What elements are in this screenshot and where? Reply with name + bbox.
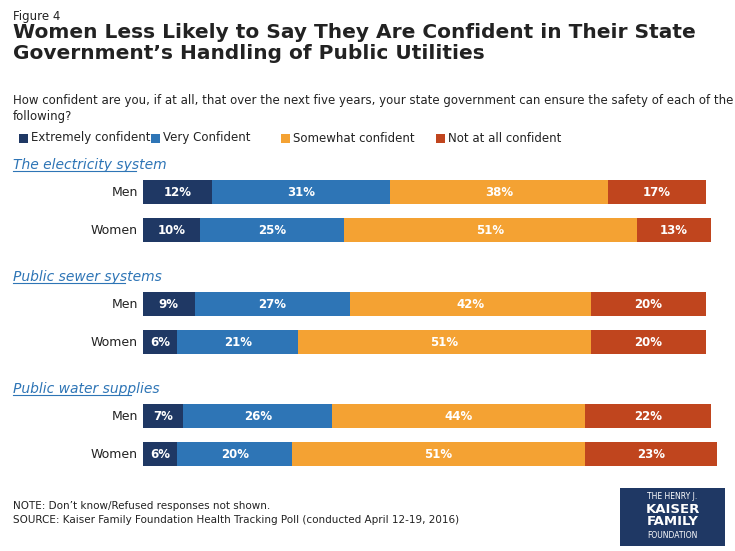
Text: Men: Men — [112, 298, 138, 311]
Text: 20%: 20% — [220, 447, 249, 461]
Text: How confident are you, if at all, that over the next five years, your state gove: How confident are you, if at all, that o… — [13, 94, 734, 123]
Bar — [143, 218, 201, 242]
Text: Very Confident: Very Confident — [163, 132, 251, 144]
Text: Somewhat confident: Somewhat confident — [293, 132, 415, 144]
Bar — [344, 218, 637, 242]
Text: Women: Women — [91, 447, 138, 461]
Text: 21%: 21% — [223, 336, 251, 348]
Bar — [436, 133, 445, 143]
Text: 12%: 12% — [163, 186, 191, 198]
Bar — [591, 330, 706, 354]
Bar — [298, 330, 591, 354]
Text: 9%: 9% — [159, 298, 179, 311]
Text: 26%: 26% — [244, 409, 272, 423]
Bar — [143, 292, 195, 316]
Text: Extremely confident: Extremely confident — [31, 132, 151, 144]
Text: 27%: 27% — [258, 298, 286, 311]
Text: 51%: 51% — [476, 224, 504, 236]
Text: Public water supplies: Public water supplies — [13, 382, 159, 396]
Text: THE HENRY J.: THE HENRY J. — [648, 492, 698, 501]
Text: FOUNDATION: FOUNDATION — [648, 531, 698, 540]
Bar — [195, 292, 350, 316]
Text: NOTE: Don’t know/Refused responses not shown.
SOURCE: Kaiser Family Foundation H: NOTE: Don’t know/Refused responses not s… — [13, 501, 459, 525]
Text: 31%: 31% — [287, 186, 315, 198]
Text: 42%: 42% — [456, 298, 484, 311]
Text: The electricity system: The electricity system — [13, 158, 167, 172]
Text: FAMILY: FAMILY — [647, 515, 698, 528]
Bar — [637, 218, 711, 242]
Text: 7%: 7% — [153, 409, 173, 423]
Bar — [143, 180, 212, 204]
Bar — [212, 180, 390, 204]
Text: Women Less Likely to Say They Are Confident in Their State
Government’s Handling: Women Less Likely to Say They Are Confid… — [13, 23, 696, 63]
Text: 17%: 17% — [642, 186, 671, 198]
Bar — [332, 404, 585, 428]
Bar — [350, 292, 591, 316]
Text: Not at all confident: Not at all confident — [448, 132, 562, 144]
Bar — [608, 180, 706, 204]
Bar — [201, 218, 344, 242]
Bar — [281, 133, 290, 143]
Bar — [183, 404, 332, 428]
Text: 51%: 51% — [430, 336, 459, 348]
Text: Men: Men — [112, 409, 138, 423]
Text: Public sewer systems: Public sewer systems — [13, 270, 162, 284]
Text: 13%: 13% — [660, 224, 688, 236]
Text: Figure 4: Figure 4 — [13, 10, 60, 23]
Text: 38%: 38% — [485, 186, 513, 198]
Text: Men: Men — [112, 186, 138, 198]
Bar — [585, 404, 711, 428]
Bar — [19, 133, 28, 143]
Text: 20%: 20% — [634, 336, 662, 348]
Bar — [143, 442, 177, 466]
Text: Women: Women — [91, 224, 138, 236]
Bar — [177, 330, 298, 354]
Text: 44%: 44% — [445, 409, 473, 423]
Bar — [585, 442, 717, 466]
Text: 51%: 51% — [425, 447, 453, 461]
Bar — [390, 180, 608, 204]
Text: Women: Women — [91, 336, 138, 348]
Text: 22%: 22% — [634, 409, 662, 423]
Bar — [620, 488, 725, 546]
Text: 6%: 6% — [150, 336, 171, 348]
Bar — [143, 404, 183, 428]
Bar — [591, 292, 706, 316]
Text: 25%: 25% — [258, 224, 286, 236]
Bar — [143, 330, 177, 354]
Bar — [177, 442, 293, 466]
Bar — [293, 442, 585, 466]
Text: 20%: 20% — [634, 298, 662, 311]
Text: 23%: 23% — [637, 447, 665, 461]
Text: 6%: 6% — [150, 447, 171, 461]
Text: 10%: 10% — [158, 224, 186, 236]
Bar — [151, 133, 160, 143]
Text: KAISER: KAISER — [645, 503, 700, 516]
